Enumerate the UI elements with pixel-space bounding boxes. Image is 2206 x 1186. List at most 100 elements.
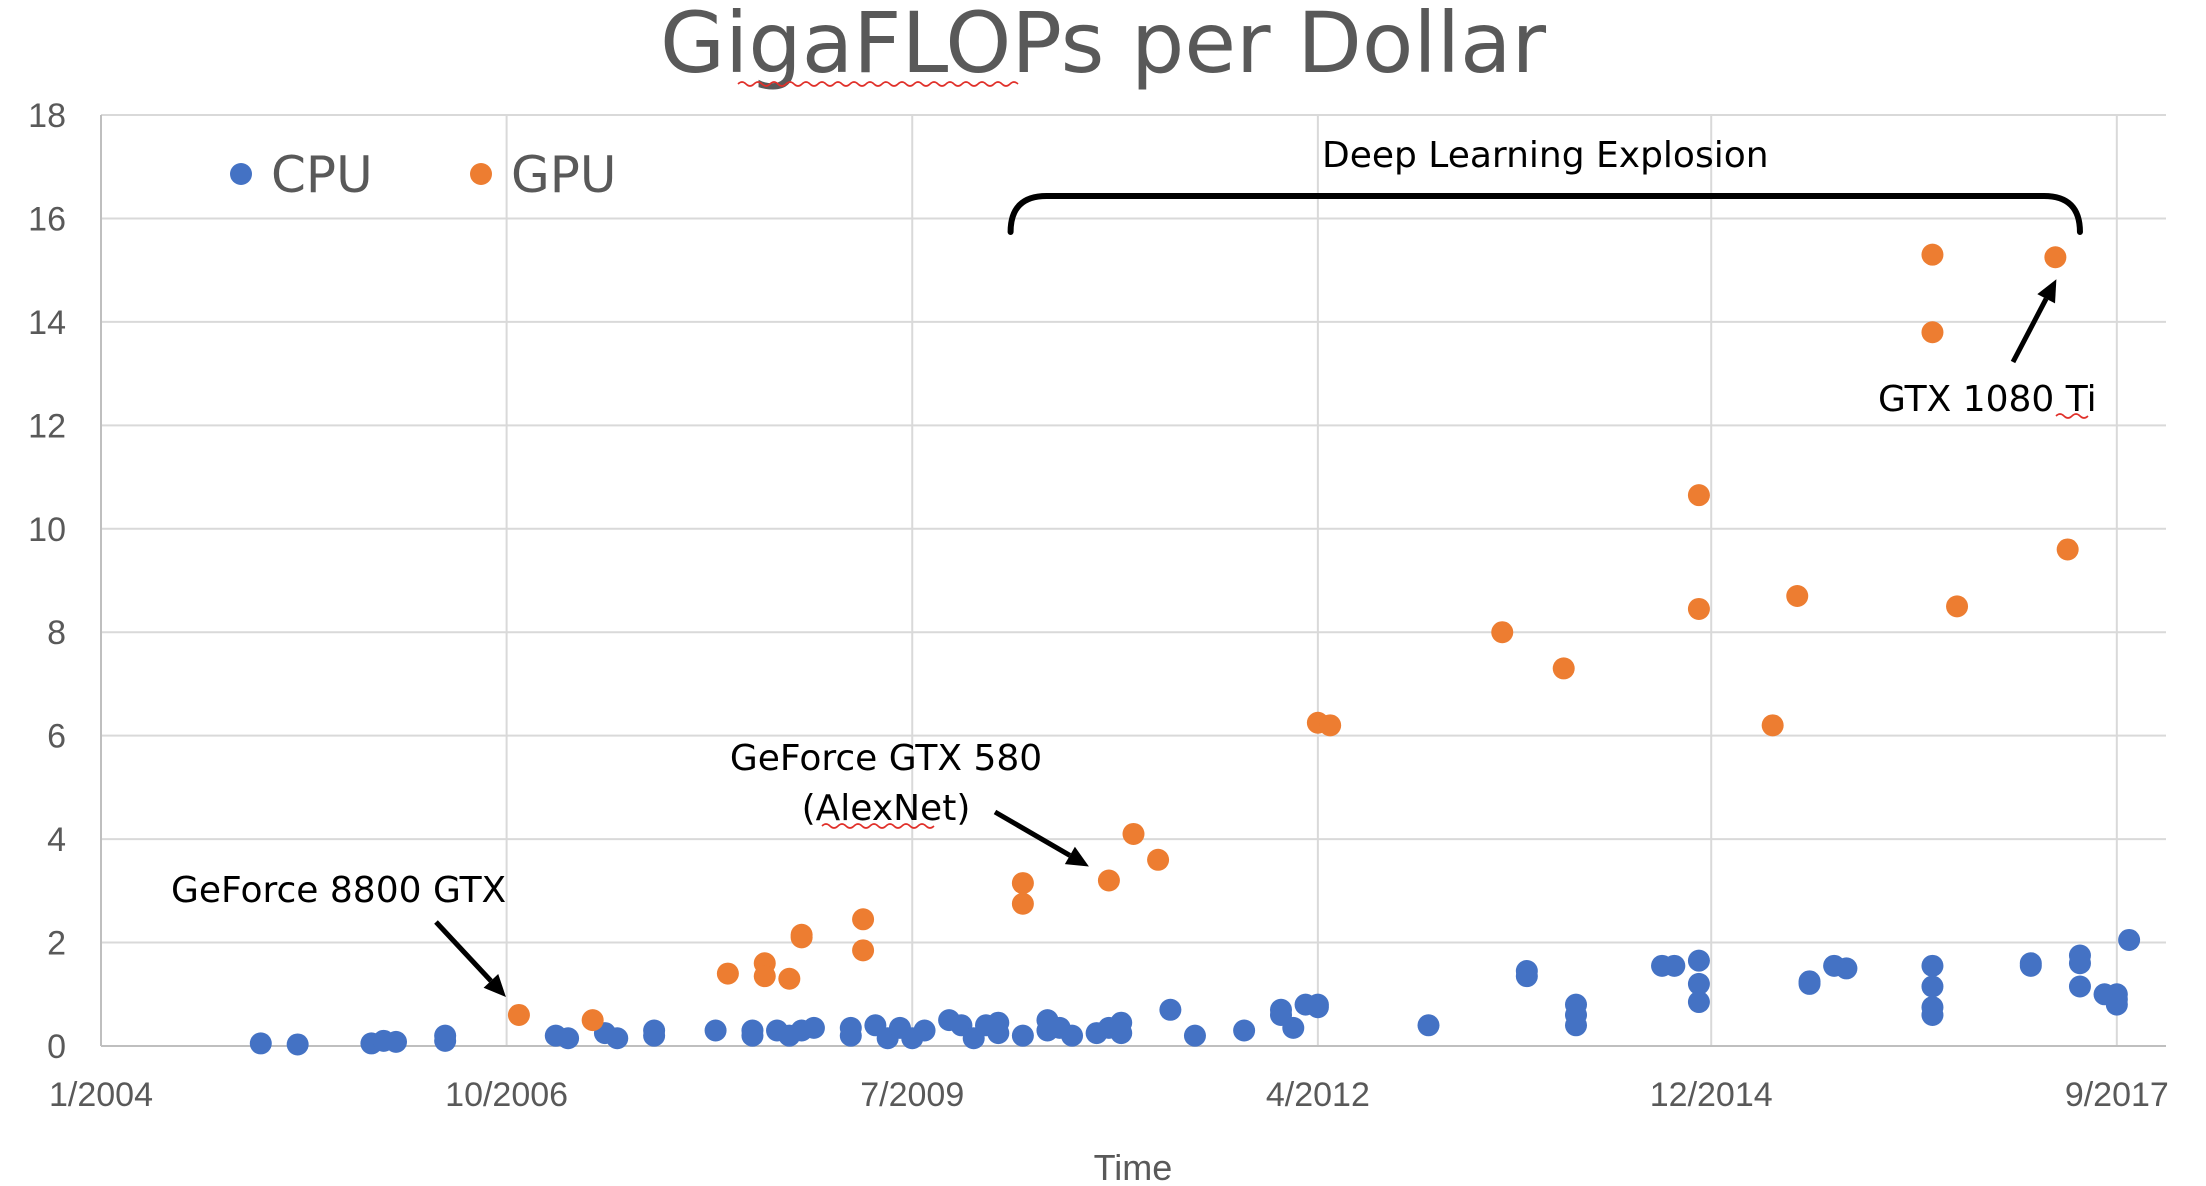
cpu-point bbox=[1282, 1016, 1305, 1039]
cpu-point bbox=[1921, 1003, 1944, 1026]
x-axis-label: Time bbox=[1094, 1147, 1173, 1186]
cpu-point bbox=[1306, 996, 1329, 1019]
gpu-point bbox=[1147, 848, 1170, 871]
gpu-point bbox=[507, 1003, 530, 1026]
y-tick-label: 0 bbox=[47, 1028, 66, 1066]
legend: CPU GPU bbox=[230, 146, 617, 204]
cpu-point bbox=[741, 1024, 764, 1047]
cpu-point bbox=[2068, 975, 2091, 998]
annotation-gtx-580-line1: GeForce GTX 580 bbox=[730, 738, 1042, 779]
annotation-gtx-1080-ti: GTX 1080 Ti bbox=[1878, 379, 2097, 420]
series-cpu bbox=[249, 928, 2141, 1056]
spellcheck-underline bbox=[737, 81, 1019, 87]
spellcheck-underline bbox=[2055, 413, 2089, 419]
arrow-head bbox=[1064, 846, 1089, 867]
cpu-point bbox=[2019, 954, 2042, 977]
gpu-point bbox=[1761, 714, 1784, 737]
arrow-gtx-1080-ti bbox=[2010, 279, 2057, 364]
annotation-deep-learning-explosion: Deep Learning Explosion bbox=[1322, 135, 1769, 176]
x-tick-label: 12/2014 bbox=[1650, 1076, 1773, 1114]
legend-marker-gpu bbox=[470, 163, 492, 185]
grid bbox=[101, 114, 2166, 1046]
gpu-point bbox=[1921, 243, 1944, 266]
gpu-point bbox=[716, 962, 739, 985]
gpu-point bbox=[2056, 538, 2079, 561]
y-tick-label: 6 bbox=[47, 718, 66, 756]
arrow-shaft bbox=[434, 920, 493, 983]
cpu-point bbox=[1183, 1024, 1206, 1047]
gpu-point bbox=[2044, 246, 2067, 269]
cpu-point bbox=[913, 1019, 936, 1042]
series-layer bbox=[249, 243, 2141, 1056]
cpu-point bbox=[1011, 1024, 1034, 1047]
cpu-point bbox=[1921, 954, 1944, 977]
y-tick-label: 4 bbox=[47, 821, 66, 859]
cpu-point bbox=[802, 1016, 825, 1039]
cpu-point bbox=[286, 1033, 309, 1056]
x-axis-ticks: 1/2004 10/2006 7/2009 4/2012 12/2014 9/2017 bbox=[49, 1076, 2169, 1114]
gpu-point bbox=[1011, 872, 1034, 895]
arrow-head bbox=[483, 974, 506, 997]
x-tick-label: 1/2004 bbox=[49, 1076, 153, 1114]
cpu-point bbox=[987, 1022, 1010, 1045]
gpu-point bbox=[753, 965, 776, 988]
gpu-point bbox=[1687, 597, 1710, 620]
arrow-geforce-8800-gtx bbox=[434, 920, 506, 997]
cpu-point bbox=[1835, 957, 1858, 980]
chart-title: GigaFLOPs per Dollar bbox=[660, 0, 1547, 92]
arrow-shaft bbox=[993, 809, 1072, 858]
y-tick-label: 18 bbox=[28, 97, 66, 135]
cpu-point bbox=[1061, 1024, 1084, 1047]
gpu-point bbox=[581, 1009, 604, 1032]
gpu-point bbox=[852, 939, 875, 962]
deep-learning-bracket bbox=[1007, 193, 2083, 235]
cpu-point bbox=[557, 1027, 580, 1050]
cpu-point bbox=[1921, 975, 1944, 998]
y-tick-label: 8 bbox=[47, 614, 66, 652]
legend-label-cpu: CPU bbox=[271, 146, 373, 204]
legend-marker-cpu bbox=[230, 163, 252, 185]
cpu-point bbox=[249, 1032, 272, 1055]
x-tick-label: 7/2009 bbox=[860, 1076, 964, 1114]
cpu-point bbox=[704, 1019, 727, 1042]
y-tick-label: 12 bbox=[28, 407, 66, 445]
cpu-point bbox=[1687, 949, 1710, 972]
cpu-point bbox=[2068, 952, 2091, 975]
gpu-point bbox=[1122, 822, 1145, 845]
gpu-point bbox=[1319, 714, 1342, 737]
gpu-point bbox=[1097, 869, 1120, 892]
arrow-head bbox=[2037, 279, 2057, 304]
legend-label-gpu: GPU bbox=[511, 146, 617, 204]
gpu-point bbox=[778, 967, 801, 990]
cpu-point bbox=[1663, 954, 1686, 977]
cpu-point bbox=[643, 1024, 666, 1047]
x-tick-label: 10/2006 bbox=[445, 1076, 568, 1114]
annotation-geforce-8800-gtx: GeForce 8800 GTX bbox=[171, 870, 506, 911]
cpu-point bbox=[434, 1029, 457, 1052]
spellcheck-underline bbox=[821, 823, 935, 829]
cpu-point bbox=[1515, 965, 1538, 988]
cpu-point bbox=[1233, 1019, 1256, 1042]
cpu-point bbox=[1417, 1014, 1440, 1037]
cpu-point bbox=[1687, 991, 1710, 1014]
gpu-point bbox=[852, 908, 875, 931]
gpu-point bbox=[790, 926, 813, 949]
cpu-point bbox=[1565, 1014, 1587, 1037]
gpu-point bbox=[1921, 321, 1944, 344]
cpu-point bbox=[1798, 972, 1821, 995]
gpu-point bbox=[1552, 657, 1575, 680]
gpu-point bbox=[1011, 892, 1034, 915]
cpu-point bbox=[2105, 993, 2128, 1016]
y-tick-label: 14 bbox=[28, 304, 66, 342]
cpu-point bbox=[385, 1030, 407, 1053]
gpu-point bbox=[1687, 484, 1710, 507]
x-tick-label: 4/2012 bbox=[1266, 1076, 1370, 1114]
gpu-point bbox=[1946, 595, 1969, 618]
annotations: GeForce 8800 GTX GeForce GTX 580 (AlexNet)… bbox=[171, 135, 2097, 997]
arrow-gtx-580 bbox=[993, 809, 1089, 867]
arrow-shaft bbox=[2010, 297, 2049, 364]
gpu-point bbox=[1786, 585, 1809, 608]
annotation-gtx-580-line2: (AlexNet) bbox=[802, 788, 971, 829]
series-gpu bbox=[507, 243, 2079, 1032]
